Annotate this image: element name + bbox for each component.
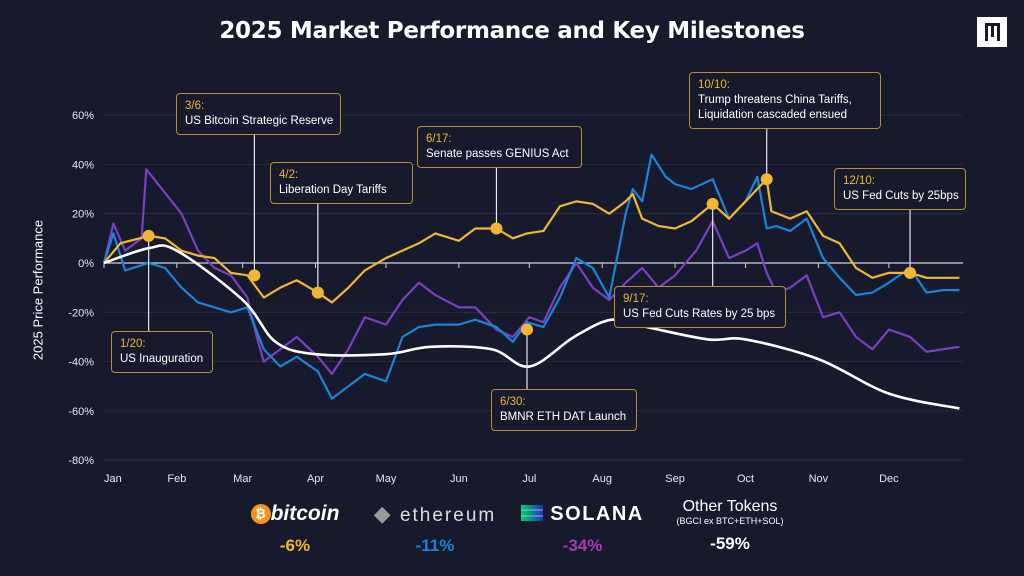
annotation-date: 6/17: xyxy=(426,133,452,145)
ethereum-icon: ◆ xyxy=(373,501,393,526)
ethereum-performance: -11% xyxy=(415,536,455,555)
x-tick-label: Dec xyxy=(879,473,899,485)
annotation-date: 12/10: xyxy=(843,175,875,187)
x-tick-label: Oct xyxy=(737,473,754,485)
annotation-10-10: 10/10: Trump threatens China Tariffs, Liqu… xyxy=(689,72,881,129)
annotation-date: 3/6: xyxy=(185,100,205,112)
y-tick-label: 40% xyxy=(72,159,94,171)
legend-ethereum: ◆ ethereum -11% xyxy=(370,500,500,556)
annotation-09-17: 9/17: US Fed Cuts Rates by 25 bps xyxy=(614,286,786,328)
x-tick-label: Jun xyxy=(450,473,468,485)
annotation-06-30: 6/30: BMNR ETH DAT Launch xyxy=(491,389,637,431)
brand-logo xyxy=(977,17,1007,47)
y-tick-label: 20% xyxy=(72,209,94,221)
annotation-text: Liberation Day Tariffs xyxy=(279,184,387,196)
milestone-marker xyxy=(521,323,533,336)
annotation-03-06: 3/6: US Bitcoin Strategic Reserve xyxy=(176,93,341,135)
annotation-01-20: 1/20: US Inauguration xyxy=(111,331,213,373)
x-tick-label: Jan xyxy=(104,473,122,485)
annotation-date: 10/10: xyxy=(698,79,730,91)
other-tokens-performance: -59% xyxy=(710,534,750,553)
milestone-marker xyxy=(904,266,917,279)
annotation-04-02: 4/2: Liberation Day Tariffs xyxy=(270,162,413,204)
annotation-06-17: 6/17: Senate passes GENIUS Act xyxy=(417,126,582,168)
milestone-marker xyxy=(142,229,155,242)
annotation-text: US Fed Cuts Rates by 25 bps xyxy=(623,308,776,320)
x-tick-label: Apr xyxy=(307,473,324,485)
annotation-text: US Bitcoin Strategic Reserve xyxy=(185,115,334,127)
series-line-solana xyxy=(102,168,960,376)
x-tick-label: Mar xyxy=(233,473,252,485)
y-tick-label: -80% xyxy=(68,455,94,467)
x-tick-label: Feb xyxy=(167,473,186,485)
y-tick-label: 60% xyxy=(72,110,94,122)
legend-solana: SOLANA -34% xyxy=(515,500,650,556)
y-tick-label: -60% xyxy=(68,406,94,418)
legend-bitcoin: ₿ bitcoin -6% xyxy=(240,500,350,556)
y-tick-label: -20% xyxy=(68,307,94,319)
annotation-text: US Inauguration xyxy=(120,353,204,365)
legend-other-tokens: Other Tokens (BGCI ex BTC+ETH+SOL) -59% xyxy=(660,498,800,554)
annotation-text: Senate passes GENIUS Act xyxy=(426,148,569,160)
series-line-bitcoin xyxy=(103,178,960,304)
y-tick-label: 0% xyxy=(78,258,94,270)
y-tick-label: -40% xyxy=(68,357,94,369)
bitcoin-icon: ₿ xyxy=(250,504,271,524)
solana-performance: -34% xyxy=(562,536,603,555)
x-tick-label: Jul xyxy=(522,473,536,485)
bitcoin-performance: -6% xyxy=(279,536,311,555)
annotation-12-10: 12/10: US Fed Cuts by 25bps xyxy=(834,168,966,210)
x-tick-label: May xyxy=(376,473,397,485)
milestone-marker xyxy=(248,269,261,282)
annotation-date: 6/30: xyxy=(500,396,526,408)
milestone-marker xyxy=(311,286,324,299)
x-tick-label: Nov xyxy=(809,473,829,485)
x-tick-label: Sep xyxy=(665,473,685,485)
milestone-marker xyxy=(490,222,503,235)
milestone-marker xyxy=(760,173,773,186)
annotation-date: 9/17: xyxy=(623,293,649,305)
series-line-ethereum xyxy=(102,153,960,400)
page-title: 2025 Market Performance and Key Mileston… xyxy=(219,18,805,44)
annotation-text: Trump threatens China Tariffs, xyxy=(698,94,852,106)
annotation-date: 1/20: xyxy=(120,338,146,350)
annotation-text: BMNR ETH DAT Launch xyxy=(500,411,627,423)
series-line-other-tokens xyxy=(103,244,960,410)
annotation-text: US Fed Cuts by 25bps xyxy=(843,190,959,202)
annotation-date: 4/2: xyxy=(279,169,299,181)
solana-icon xyxy=(521,505,544,521)
annotation-text: Liquidation cascaded ensued xyxy=(698,109,847,121)
milestone-marker xyxy=(706,197,719,210)
x-tick-label: Aug xyxy=(592,473,612,485)
